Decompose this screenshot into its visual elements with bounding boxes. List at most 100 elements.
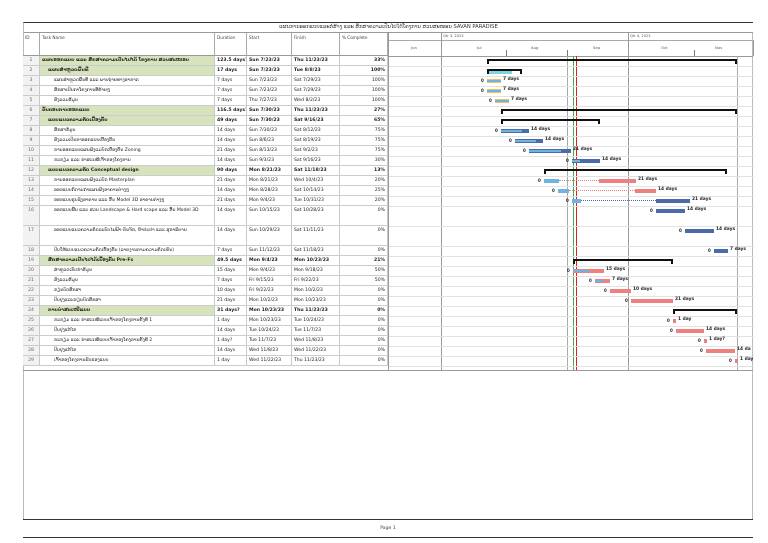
finish-cell[interactable]: Tue 8/8/23 [292,66,340,75]
duration-cell[interactable]: 116.5 days? [217,106,247,115]
task-bar[interactable] [529,149,571,153]
task-bar[interactable] [599,179,636,183]
percent-complete-cell[interactable]: 0% [340,206,388,225]
task-name-cell[interactable]: ເຈົ້າຂອງໂຄງການຮັບຮອງແບບ [40,356,215,365]
start-cell[interactable]: Mon 10/23/23 [247,316,292,325]
task-bar[interactable] [706,349,735,353]
task-id-cell[interactable]: 14 [23,186,40,195]
duration-cell[interactable]: 7 days [215,276,247,285]
percent-complete-cell[interactable]: 75% [340,126,388,135]
duration-cell[interactable]: 123.5 days? [217,56,247,65]
task-bar[interactable] [487,89,501,93]
table-row[interactable]: 13 ການອອກແບບແຜນຜັງແມ່ບົດ Masterplan 21 day… [23,176,388,186]
task-name-cell[interactable]: ສັງລວມເປັນກາອອກແບບເບື້ອງຕົ້ນ [40,136,215,145]
duration-cell[interactable]: 14 days [215,156,247,165]
task-name-cell[interactable]: ອອກແບບຮູບຊົງອາຄານ ແລະ ຂຶ້ນ Model 3D ອາຄາ… [40,196,215,205]
summary-bar[interactable] [487,59,737,64]
finish-cell[interactable]: Wed 11/22/23 [292,346,340,355]
start-cell[interactable]: Mon 8/21/23 [247,176,292,185]
start-cell[interactable]: Sun 7/23/23 [247,66,292,75]
table-row[interactable]: 17 ອອກແບບແນວຄວາມຄິດລະບົບໄຟຟ້າ-ກົນຈັກ, ນ້ຳ… [23,226,388,246]
start-cell[interactable]: Tue 11/7/23 [247,336,292,345]
percent-complete-cell[interactable]: 100% [340,86,388,95]
duration-cell[interactable]: 49.5 days [215,256,247,265]
summary-bar[interactable] [544,169,727,174]
finish-cell[interactable]: Thu 11/23/23 [292,306,340,315]
task-id-cell[interactable]: 27 [23,336,40,345]
task-name-cell[interactable]: ສຶກສາຂໍ້ມູນ [40,126,215,135]
duration-cell[interactable]: 7 days [215,96,247,105]
table-row[interactable]: 24 ການນຳສະເໜີແບບ 31 days? Mon 10/23/23 Thu 1… [23,306,388,316]
start-cell[interactable]: Sun 7/30/23 [247,126,292,135]
percent-complete-cell[interactable]: 65% [340,116,388,125]
percent-complete-cell[interactable]: 75% [340,146,388,155]
percent-complete-cell[interactable]: 0% [340,226,388,245]
task-name-cell[interactable]: ອອກແບບພື້ນ ແລະ ສວນ Landscape & Hard scap… [40,206,215,225]
duration-cell[interactable]: 14 days [215,126,247,135]
percent-complete-cell[interactable]: 100% [340,96,388,105]
task-bar[interactable] [656,199,690,203]
task-id-cell[interactable]: 13 [23,176,40,185]
finish-cell[interactable]: Thu 11/23/23 [292,56,340,65]
task-bar[interactable] [495,99,509,103]
task-id-cell[interactable]: 11 [23,156,40,165]
table-row[interactable]: 5 ສັງລວມຂໍ້ມູນ 7 days Thu 7/27/23 Wed 8/2/23… [23,96,388,106]
column-header-id[interactable]: ID [23,33,40,56]
start-cell[interactable]: Mon 9/4/23 [247,256,292,265]
start-cell[interactable]: Mon 9/4/23 [247,266,292,275]
finish-cell[interactable]: Sat 9/2/23 [292,146,340,155]
duration-cell[interactable]: 14 days [215,186,247,195]
duration-cell[interactable]: 14 days [215,136,247,145]
task-name-cell[interactable]: ຂຽນບົດສຶກສາ [40,286,215,295]
task-name-cell[interactable]: ກະກຽມ ແລະ ນຳສະເໜີແບບເຈົ້າຂອງໂຄງການຄັ້ງທີ… [40,316,215,325]
task-id-cell[interactable]: 29 [23,356,40,365]
duration-cell[interactable]: 14 days [215,346,247,355]
finish-cell[interactable]: Sat 8/19/23 [292,136,340,145]
start-cell[interactable]: Mon 9/4/23 [247,196,292,205]
task-name-cell[interactable]: ການນຳສະເໜີແບບ [40,306,215,315]
table-row[interactable]: 27 ກະກຽມ ແລະ ນຳສະເໜີແບບເຈົ້າຂອງໂຄງການຄັ້ງ… [23,336,388,346]
finish-cell[interactable]: Fri 9/22/23 [292,276,340,285]
task-bar[interactable] [595,279,610,283]
percent-complete-cell[interactable]: 0% [340,286,388,295]
column-header-finish[interactable]: Finish [292,33,340,56]
column-header-percent-complete[interactable]: % Complete [340,33,388,56]
duration-cell[interactable]: 14 days [215,226,247,245]
task-id-cell[interactable]: 23 [23,296,40,305]
finish-cell[interactable]: Sat 11/18/23 [292,246,340,255]
column-header-task-name[interactable]: Task Name [40,33,215,56]
table-row[interactable]: 3 ແຜນສຳຫຼວດພື້ນທີ່ ແລະ ພາບຖ່າຍທາງອາກາດ 7 d… [23,76,388,86]
finish-cell[interactable]: Sat 11/11/23 [292,226,340,245]
task-id-cell[interactable]: 15 [23,196,40,205]
task-bar[interactable] [704,339,707,343]
start-cell[interactable]: Sun 7/23/23 [247,76,292,85]
duration-cell[interactable]: 21 days [215,176,247,185]
table-row[interactable]: 14 ອອກແບບກິດຈະກຳແຜນຜັງອາຄານຕ່າງໆ 14 days Mo… [23,186,388,196]
table-row[interactable]: 25 ກະກຽມ ແລະ ນຳສະເໜີແບບເຈົ້າຂອງໂຄງການຄັ້ງ… [23,316,388,326]
task-name-cell[interactable]: ອອກແບບກິດຈະກຳແຜນຜັງອາຄານຕ່າງໆ [40,186,215,195]
task-id-cell[interactable]: 2 [23,66,40,75]
summary-bar[interactable] [501,109,737,114]
percent-complete-cell[interactable]: 33% [340,56,388,65]
task-id-cell[interactable]: 1 [23,56,40,65]
duration-cell[interactable]: 21 days [215,296,247,305]
task-bar[interactable] [656,209,685,213]
task-id-cell[interactable]: 19 [23,256,40,265]
percent-complete-cell[interactable]: 50% [340,276,388,285]
percent-complete-cell[interactable]: 0% [340,246,388,255]
task-id-cell[interactable]: 20 [23,266,40,275]
start-cell[interactable]: Sun 8/6/23 [247,136,292,145]
task-id-cell[interactable]: 16 [23,206,40,225]
duration-cell[interactable]: 1 day? [215,336,247,345]
task-name-cell[interactable]: ແຜນອອກແບບ ແລະ ສຶກສາຄວາມເປັນໄປໄດ້ ໂຄງການ … [40,56,215,65]
start-cell[interactable]: Mon 10/23/23 [247,306,292,315]
percent-complete-cell[interactable]: 0% [340,306,388,315]
finish-cell[interactable]: Mon 9/18/23 [292,266,340,275]
percent-complete-cell[interactable]: 75% [340,136,388,145]
summary-bar[interactable] [501,119,600,124]
finish-cell[interactable]: Thu 11/23/23 [292,106,340,115]
table-row[interactable]: 22 ຂຽນບົດສຶກສາ 10 days Fri 9/22/23 Mon 10/2/… [23,286,388,296]
task-progress-bar[interactable] [572,199,581,203]
percent-complete-cell[interactable]: 20% [340,176,388,185]
task-id-cell[interactable]: 10 [23,146,40,155]
